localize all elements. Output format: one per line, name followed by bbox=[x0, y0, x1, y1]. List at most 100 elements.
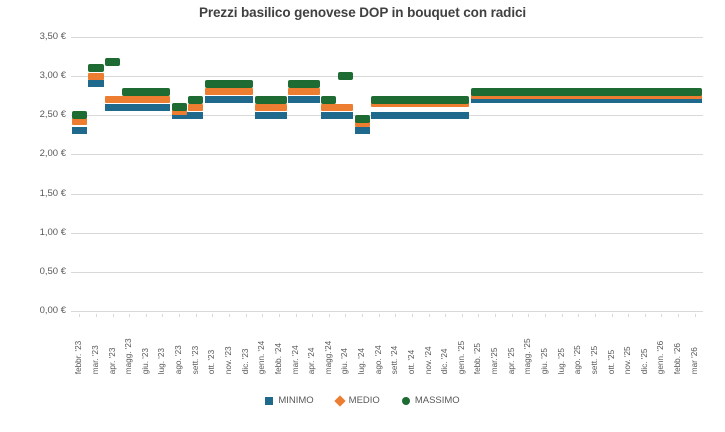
x-axis-tickmark bbox=[645, 314, 646, 317]
x-axis-tickmark bbox=[412, 314, 413, 317]
x-axis-tick-label: lug. '23 bbox=[156, 347, 166, 374]
data-point-massimo bbox=[696, 87, 703, 96]
x-axis-tick-label: giu. '23 bbox=[140, 347, 150, 374]
data-point-minimo bbox=[363, 127, 370, 135]
x-axis-tickmark bbox=[329, 314, 330, 317]
plot-area bbox=[71, 37, 703, 312]
x-axis-tickmark bbox=[79, 314, 80, 317]
legend-item-medio[interactable]: MEDIO bbox=[334, 394, 380, 407]
gridline bbox=[71, 233, 703, 234]
x-axis-tick-label: nov. '25 bbox=[622, 346, 632, 374]
diamond-marker-icon bbox=[334, 394, 346, 407]
x-axis-tick-label: magg. '23 bbox=[123, 338, 133, 374]
x-axis-tickmark bbox=[512, 314, 513, 317]
x-axis-tickmark bbox=[695, 314, 696, 317]
data-point-minimo bbox=[280, 111, 287, 119]
x-axis-tickmark bbox=[495, 314, 496, 317]
data-point-medio bbox=[180, 107, 187, 115]
x-axis-tick-label: ago. '23 bbox=[173, 345, 183, 374]
x-axis-tickmark bbox=[395, 314, 396, 317]
x-axis-tick-label: mar.'25 bbox=[489, 347, 499, 374]
data-point-minimo bbox=[313, 96, 320, 104]
data-point-massimo bbox=[330, 95, 337, 104]
legend-item-minimo[interactable]: MINIMO bbox=[265, 395, 314, 406]
data-point-massimo bbox=[347, 72, 354, 81]
x-axis-tick-label: giu. '25 bbox=[539, 347, 549, 374]
data-point-minimo bbox=[247, 96, 254, 104]
x-axis-tick-label: mar '26 bbox=[689, 346, 699, 374]
square-marker-icon bbox=[265, 396, 274, 405]
data-point-medio bbox=[363, 119, 370, 127]
x-axis-tick-label: febb. '24 bbox=[273, 342, 283, 374]
x-axis-tick-label: genn. '24 bbox=[256, 340, 266, 374]
x-axis-tick-label: apr. '25 bbox=[506, 347, 516, 374]
gridline bbox=[71, 194, 703, 195]
data-point-massimo bbox=[164, 87, 171, 96]
x-axis-tick-label: dic. '24 bbox=[439, 348, 449, 374]
x-axis-tick-label: ago. '24 bbox=[373, 345, 383, 374]
x-axis-tick-label: sett. '23 bbox=[190, 345, 200, 374]
circle-marker-icon bbox=[401, 396, 410, 405]
y-axis-tick-label: 0,00 € bbox=[39, 305, 66, 316]
gridline bbox=[71, 76, 703, 77]
x-axis-tick-label: ott. '25 bbox=[606, 349, 616, 374]
data-point-massimo bbox=[363, 115, 370, 124]
x-axis-tickmark bbox=[129, 314, 130, 317]
legend-item-massimo[interactable]: MASSIMO bbox=[401, 395, 460, 406]
x-axis-tick-label: febb. '25 bbox=[472, 342, 482, 374]
x-axis-tickmark bbox=[96, 314, 97, 317]
x-axis-tick-label: dic. '25 bbox=[639, 348, 649, 374]
x-axis-tick-label: apr. '24 bbox=[306, 347, 316, 374]
x-axis-tickmark bbox=[229, 314, 230, 317]
x-axis-tick-label: nov. '23 bbox=[223, 346, 233, 374]
data-point-minimo bbox=[80, 127, 87, 135]
x-axis-tickmark bbox=[246, 314, 247, 317]
chart-title: Prezzi basilico genovese DOP in bouquet … bbox=[198, 5, 527, 20]
gridline bbox=[71, 311, 703, 312]
data-point-medio bbox=[164, 96, 171, 104]
x-axis-tickmark bbox=[196, 314, 197, 317]
data-point-minimo bbox=[347, 111, 354, 119]
y-axis-tick-label: 1,00 € bbox=[39, 226, 66, 238]
x-axis-tickmark bbox=[478, 314, 479, 317]
data-point-medio bbox=[313, 88, 320, 96]
x-axis-tick-label: nov. '24 bbox=[423, 346, 433, 374]
data-point-medio bbox=[280, 103, 287, 111]
x-axis-tickmark bbox=[212, 314, 213, 317]
data-point-medio bbox=[197, 103, 204, 111]
x-axis-tickmark bbox=[462, 314, 463, 317]
data-point-massimo bbox=[313, 79, 320, 88]
x-axis-tick-label: sett. '25 bbox=[589, 345, 599, 374]
x-axis-tick-label: ott. '23 bbox=[206, 349, 216, 374]
data-point-medio bbox=[347, 103, 354, 111]
gridline bbox=[71, 272, 703, 273]
x-axis-tick-label: magg.'24 bbox=[323, 340, 333, 374]
data-point-massimo bbox=[197, 95, 204, 104]
gridline bbox=[71, 37, 703, 38]
x-axis-tickmark bbox=[445, 314, 446, 317]
x-axis-tickmark bbox=[678, 314, 679, 317]
x-axis-tick-label: genn. '26 bbox=[655, 340, 665, 374]
x-axis-tickmark bbox=[312, 314, 313, 317]
y-axis-tick-label: 0,50 € bbox=[39, 265, 66, 277]
data-point-massimo bbox=[80, 111, 87, 120]
x-axis-tickmark bbox=[429, 314, 430, 317]
x-axis-tick-label: mar. '24 bbox=[290, 345, 300, 374]
x-axis-tick-label: dic. '23 bbox=[240, 348, 250, 374]
y-axis-tick-label: 1,50 € bbox=[39, 187, 66, 199]
x-axis-tick-label: sett. '24 bbox=[389, 345, 399, 374]
x-axis-tickmark bbox=[628, 314, 629, 317]
x-axis-labels: febbr. '23 mar. '23 apr. '23 magg. '23 giu. … bbox=[71, 314, 703, 376]
data-point-massimo bbox=[180, 103, 187, 112]
data-point-massimo bbox=[463, 95, 470, 104]
x-axis-tick-label: giu. '24 bbox=[339, 347, 349, 374]
legend-label: MINIMO bbox=[278, 395, 314, 406]
gridline bbox=[71, 154, 703, 155]
data-point-massimo bbox=[97, 64, 104, 73]
y-axis-tick-label: 3,50 € bbox=[39, 31, 66, 42]
x-axis-tickmark bbox=[612, 314, 613, 317]
data-point-minimo bbox=[696, 96, 703, 104]
y-axis-tick-label: 2,00 € bbox=[39, 148, 66, 160]
x-axis-tick-label: genn. '25 bbox=[456, 340, 466, 374]
x-axis-tick-label: lug. '24 bbox=[356, 347, 366, 374]
